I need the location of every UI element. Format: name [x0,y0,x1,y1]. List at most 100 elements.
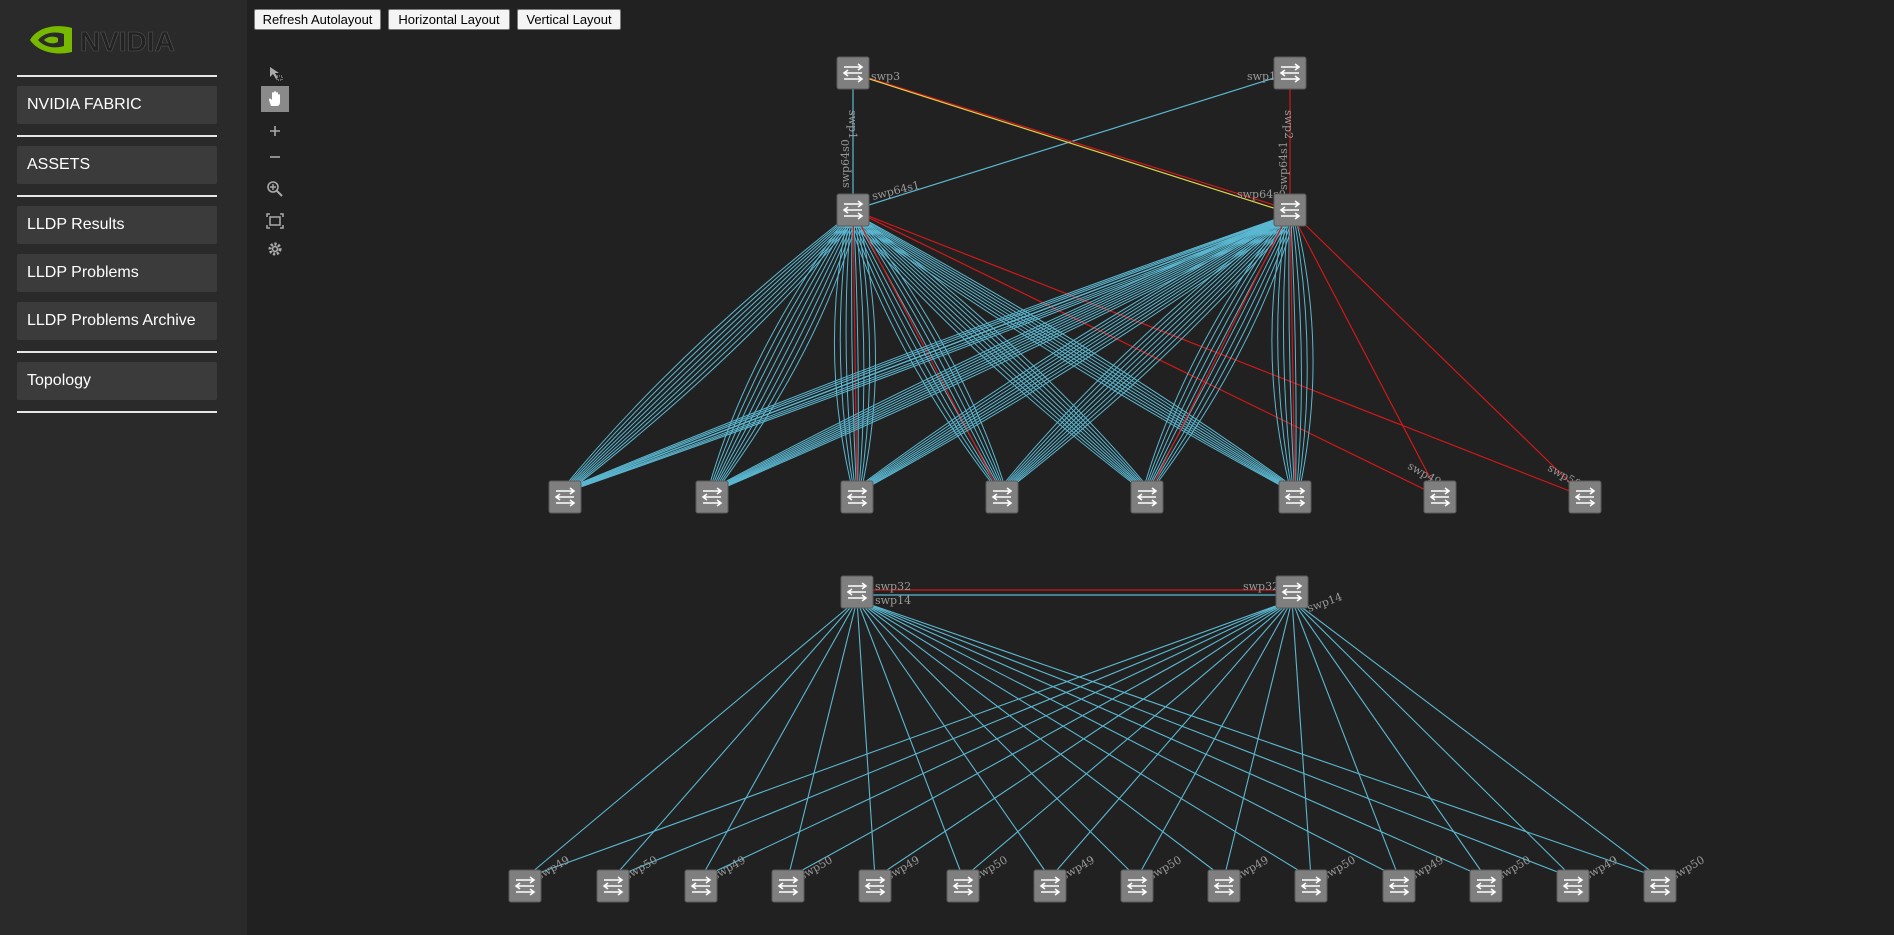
switch-node[interactable] [1382,869,1416,903]
link-ok [714,215,858,492]
link-ok [708,215,850,492]
link-problem [852,209,1441,498]
pointer-select-icon[interactable] [261,60,289,86]
link-ok [851,215,1002,492]
port-label: swp64s1 [871,179,921,203]
link-ok [1002,215,1292,492]
sidebar-item-nvidia-fabric[interactable]: NVIDIA FABRIC [17,86,217,124]
switch-node[interactable] [840,480,874,514]
switch-node[interactable] [1033,869,1067,903]
link-warning [856,74,1287,213]
switch-node[interactable] [1556,869,1590,903]
link-ok [854,215,865,492]
hand-pan-icon[interactable] [261,86,289,112]
switch-node[interactable] [1207,869,1241,903]
switch-icon [991,487,1013,507]
link-ok [1049,599,1293,879]
link-ok [561,215,1287,492]
link-ok [1150,215,1296,492]
vertical-layout-button[interactable]: Vertical Layout [517,9,621,30]
switch-node[interactable] [985,480,1019,514]
graph-nodes[interactable] [508,56,1677,903]
switch-node[interactable] [695,480,729,514]
switch-node[interactable] [1278,480,1312,514]
switch-icon [846,487,868,507]
switch-node[interactable] [840,575,874,609]
switch-node[interactable] [946,869,980,903]
switch-node[interactable] [836,193,870,227]
link-ok [716,215,1296,492]
switch-icon [602,876,624,896]
switch-node[interactable] [1273,56,1307,90]
link-ok [874,599,1293,879]
switch-node[interactable] [508,869,542,903]
link-problem [1289,209,1441,498]
switch-node[interactable] [596,869,630,903]
link-ok [709,215,1288,492]
zoom-in-icon[interactable] [261,118,289,144]
link-ok [997,215,1286,492]
port-label: swp14 [1306,590,1344,615]
link-ok [853,215,1287,492]
topology-canvas[interactable]: Refresh Autolayout Horizontal Layout Ver… [247,0,1894,935]
gear-icon[interactable] [261,236,289,262]
link-ok [1277,215,1293,492]
link-ok [700,599,1293,879]
divider [17,75,217,77]
divider [17,195,217,197]
link-ok [1136,599,1293,879]
switch-icon [1574,487,1596,507]
switch-node[interactable] [1275,575,1309,609]
link-ok [1282,215,1294,492]
link-ok [567,215,858,492]
switch-icon [1429,487,1451,507]
link-ok [857,215,1292,492]
graph-toolbar [261,60,289,270]
switch-icon [1284,487,1306,507]
switch-node[interactable] [1120,869,1154,903]
link-ok [524,599,858,879]
sidebar-item-topology[interactable]: Topology [17,362,217,400]
link-ok [1144,215,1289,492]
switch-node[interactable] [1643,869,1677,903]
link-problem [1289,209,1296,498]
horizontal-layout-button[interactable]: Horizontal Layout [388,9,510,30]
nvidia-logo[interactable]: NVIDIA [28,20,208,60]
switch-node[interactable] [836,56,870,90]
sidebar-item-lldp-problems[interactable]: LLDP Problems [17,254,217,292]
switch-node[interactable] [1469,869,1503,903]
switch-icon [777,876,799,896]
link-ok [1291,599,1312,879]
sidebar-item-lldp-problems-archive[interactable]: LLDP Problems Archive [17,302,217,340]
switch-node[interactable] [1130,480,1164,514]
link-problem [1289,209,1586,498]
zoom-region-icon[interactable] [261,176,289,202]
link-problem [852,72,1291,211]
sidebar-item-assets[interactable]: ASSETS [17,146,217,184]
link-ok [860,215,1296,492]
graph-edges [524,72,1661,879]
switch-icon [864,876,886,896]
switch-node[interactable] [771,869,805,903]
link-ok [787,599,858,879]
switch-node[interactable] [1294,869,1328,903]
port-label: swp32 [875,580,911,593]
refresh-autolayout-button[interactable]: Refresh Autolayout [254,9,381,30]
switch-icon [1136,487,1158,507]
link-ok [1291,215,1302,492]
switch-node[interactable] [1423,480,1457,514]
switch-icon [1213,876,1235,896]
link-ok [851,215,857,492]
switch-node[interactable] [1273,193,1307,227]
sidebar-item-lldp-results[interactable]: LLDP Results [17,206,217,244]
switch-node[interactable] [548,480,582,514]
zoom-out-icon[interactable] [261,144,289,170]
port-label: swp64s0 [839,139,852,188]
link-ok [1291,599,1574,879]
fit-to-screen-icon[interactable] [261,208,289,234]
link-problem [1146,209,1291,498]
switch-node[interactable] [684,869,718,903]
switch-node[interactable] [858,869,892,903]
switch-node[interactable] [1568,480,1602,514]
